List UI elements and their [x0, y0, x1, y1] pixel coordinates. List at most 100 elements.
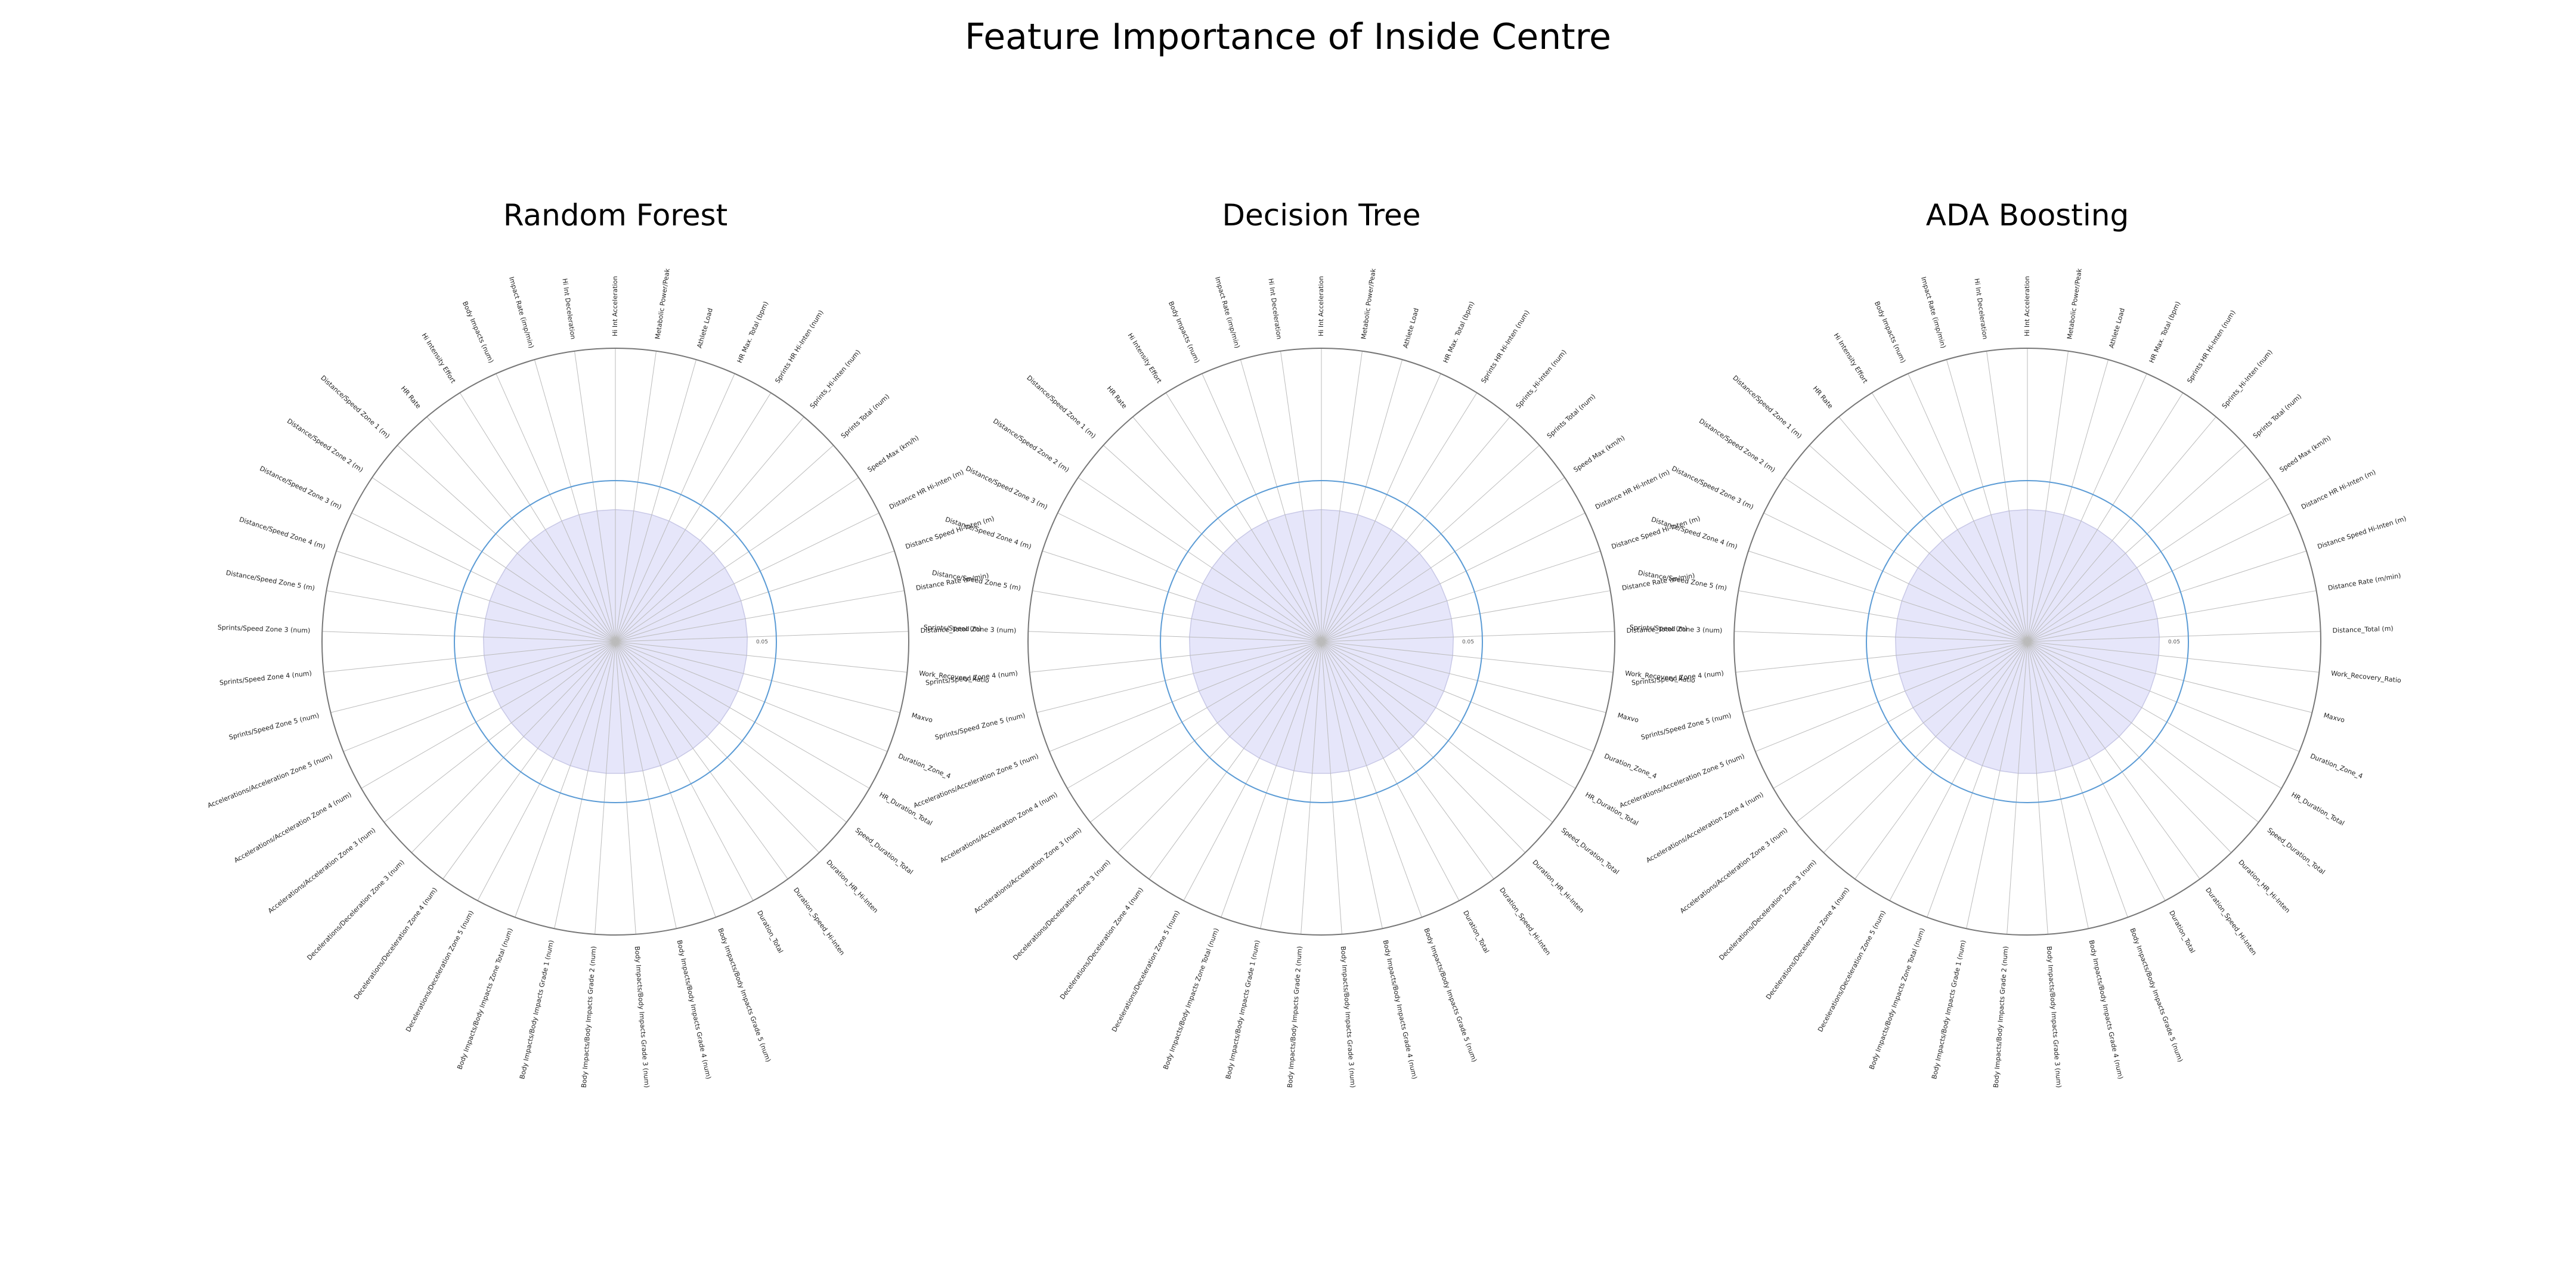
spoke-line — [1946, 359, 2028, 642]
spoke-line — [1321, 641, 1342, 934]
category-label: Duration_Speed_Hi-Inten — [1498, 886, 1552, 956]
spoke-line — [615, 477, 859, 642]
category-label: HR_Duration_Total — [878, 791, 933, 827]
spoke-line — [615, 359, 697, 642]
spoke-line — [615, 550, 895, 642]
spoke-line — [2027, 512, 2292, 642]
category-label: Duration_Total — [2168, 909, 2197, 955]
category-label: Speed Max (km/h) — [866, 434, 921, 474]
spoke-line — [1321, 512, 1586, 642]
grid-circle — [1160, 480, 1483, 803]
grid-circle — [454, 480, 777, 803]
category-label: Accelerations/Acceleration Zone 4 (num) — [1645, 791, 1764, 865]
spoke-line — [1823, 641, 2028, 853]
category-label: HR Max. Total (bpm) — [1442, 300, 1476, 364]
category-label: Sprints Total (num) — [840, 392, 891, 440]
category-label: Distance/Speed Zone 1 (m) — [319, 374, 391, 440]
spoke-line — [1132, 416, 1322, 642]
spoke-line — [1321, 392, 1478, 642]
spoke-line — [1838, 416, 2028, 642]
category-label: Sprints/Speed Zone 5 (num) — [228, 711, 320, 741]
spoke-line — [1742, 641, 2028, 713]
spoke-line — [442, 641, 616, 880]
spoke-line — [1029, 641, 1322, 673]
category-label: Sprints_Hi-Inten (num) — [809, 348, 862, 410]
category-label: Body Impacts/Body Impacts Grade 3 (num) — [633, 946, 651, 1088]
spoke-line — [1089, 641, 1322, 823]
spoke-line — [615, 641, 716, 918]
category-label: Maxvo — [911, 711, 933, 724]
category-label: Metabolic Power/Peak — [1360, 268, 1377, 340]
spoke-line — [615, 590, 905, 642]
category-label: Distance Speed Hi-Inten (m) — [2317, 515, 2407, 551]
category-label: Body Impacts/Body Impacts Grade 3 (num) — [1339, 946, 1357, 1088]
radar-panel: Random Forest Hi Int Acceleration Metaboli… — [206, 198, 995, 1088]
category-label: Body Impacts/Body Impacts Grade 4 (num) — [1382, 939, 1419, 1080]
category-label: Distance/Speed Zone 1 (m) — [1025, 374, 1097, 440]
category-label: HR Rate — [1106, 385, 1129, 410]
spoke-line — [1301, 641, 1322, 934]
category-label: Impact Rate (imp/min) — [507, 276, 535, 349]
category-label: Body Impacts/Body Impacts Grade 5 (num) — [716, 927, 772, 1063]
category-label: Distance/Speed Zone 1 (m) — [1731, 374, 1803, 440]
spoke-line — [615, 641, 754, 901]
spoke-line — [2027, 641, 2128, 918]
category-label: Sprints_Hi-Inten (num) — [2221, 348, 2274, 410]
spoke-line — [1321, 550, 1601, 642]
panel-title: Random Forest — [503, 198, 727, 233]
category-label: Speed_Duration_Total — [1560, 826, 1621, 876]
category-label: Body Impacts/Body Impacts Grade 4 (num) — [2088, 939, 2125, 1080]
spoke-line — [2027, 641, 2232, 853]
category-label: Impact Rate (imp/min) — [1919, 276, 1948, 349]
category-label: Duration_Total — [1462, 909, 1491, 955]
category-label: Metabolic Power/Peak — [654, 268, 671, 340]
panel-title: ADA Boosting — [1926, 198, 2129, 233]
spoke-line — [1078, 477, 1322, 642]
spoke-line — [1036, 641, 1322, 713]
category-label: Athlete Load — [2107, 307, 2126, 349]
outer-ring — [1733, 348, 2321, 936]
category-label: Body Impacts/Body Impacts Grade 1 (num) — [1930, 939, 1967, 1080]
spoke-line — [1103, 445, 1322, 642]
spoke-line — [615, 631, 909, 642]
category-label: Hi Intensity Effort — [420, 332, 457, 385]
spoke-line — [1165, 392, 1322, 642]
spoke-line — [1321, 416, 1510, 642]
spoke-line — [1280, 351, 1322, 642]
category-label: Duration_Zone_4 — [897, 752, 952, 780]
category-label: Distance/Speed Zone 4 (m) — [239, 515, 327, 550]
category-label: Hi Int Acceleration — [611, 276, 619, 336]
category-label: Sprints Total (num) — [2252, 392, 2303, 440]
spoke-line — [534, 359, 616, 642]
spoke-line — [2027, 641, 2200, 880]
category-label: Distance HR Hi-Inten (m) — [1594, 468, 1671, 511]
category-label: Duration_Speed_Hi-Inten — [792, 886, 846, 956]
category-label: Body Impacts/Body Impacts Grade 4 (num) — [676, 939, 713, 1080]
spoke-line — [1735, 641, 2028, 673]
spoke-line — [615, 373, 735, 642]
spoke-line — [1784, 477, 2028, 642]
spoke-line — [615, 641, 636, 934]
spoke-line — [574, 351, 616, 642]
category-label: Body Impacts/Body Impacts Zone Total (nu… — [1162, 927, 1220, 1071]
spoke-line — [1854, 641, 2028, 880]
category-label: Distance/Speed Zone 2 (m) — [1698, 417, 1777, 473]
category-label: Duration_HR_Hi-Inten — [1531, 858, 1586, 914]
spoke-line — [615, 641, 900, 713]
spoke-line — [361, 641, 616, 789]
category-label: Distance HR Hi-Inten (m) — [2300, 468, 2377, 511]
spoke-line — [2007, 641, 2028, 934]
spoke-line — [1042, 550, 1322, 642]
category-label: Body Impacts/Body Impacts Grade 5 (num) — [2128, 927, 2184, 1063]
category-label: HR_Duration_Total — [2290, 791, 2345, 827]
category-label: Speed_Duration_Total — [854, 826, 915, 876]
spoke-line — [1809, 445, 2028, 642]
category-label: Body Impacts/Body Impacts Grade 2 (num) — [1286, 946, 1304, 1088]
spoke-line — [515, 641, 616, 918]
category-label: Hi Int Acceleration — [2023, 276, 2031, 336]
spoke-line — [1202, 373, 1322, 642]
spoke-line — [1321, 641, 1553, 823]
spoke-line — [1321, 641, 1383, 929]
category-label: Decelerations/Deceleration Zone 5 (num) — [1110, 909, 1181, 1033]
category-label: Accelerations/Acceleration Zone 4 (num) — [233, 791, 352, 865]
